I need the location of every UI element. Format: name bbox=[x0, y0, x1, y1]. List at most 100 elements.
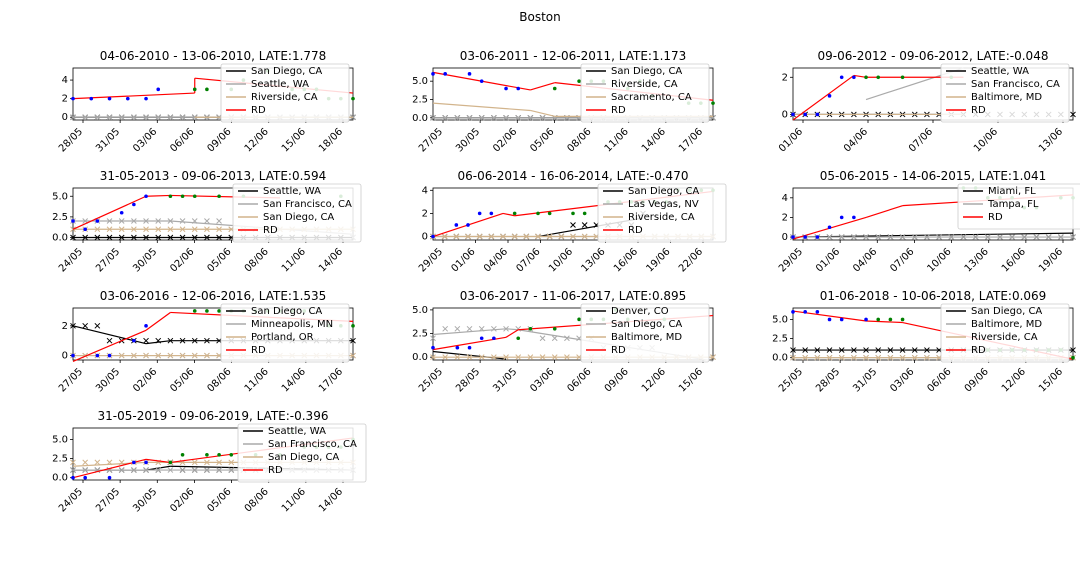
series-marker bbox=[1057, 234, 1064, 240]
x-tick-label: 10/06 bbox=[972, 126, 1000, 154]
series-line bbox=[145, 340, 171, 345]
pre-point bbox=[839, 317, 844, 322]
series-marker bbox=[441, 233, 448, 240]
chart-title: 03-06-2011 - 12-06-2011, LATE:1.173 bbox=[460, 49, 687, 63]
series-marker bbox=[863, 354, 869, 361]
post-point bbox=[512, 211, 517, 216]
series-marker bbox=[179, 114, 186, 121]
series-marker bbox=[191, 226, 198, 233]
y-tick-label: 2.5 bbox=[412, 329, 428, 340]
y-tick-label: 0 bbox=[782, 109, 788, 120]
x-tick-label: 02/06 bbox=[131, 366, 159, 394]
post-point bbox=[192, 309, 197, 313]
legend-label: Riverside, CA bbox=[971, 332, 1038, 343]
series-marker bbox=[82, 467, 89, 473]
legend bbox=[940, 303, 1070, 363]
y-tick-label: 0.0 bbox=[412, 352, 428, 363]
pre-point bbox=[107, 96, 112, 101]
pre-point bbox=[827, 94, 832, 98]
series-marker bbox=[814, 354, 821, 361]
legend bbox=[940, 63, 1070, 123]
y-tick-label: 0.0 bbox=[52, 233, 68, 244]
series-marker bbox=[875, 234, 882, 240]
series-marker bbox=[179, 467, 186, 473]
legend-label: Seattle, WA bbox=[971, 66, 1029, 77]
series-marker bbox=[887, 354, 894, 361]
post-point bbox=[192, 194, 197, 199]
series-line bbox=[505, 329, 519, 338]
x-tick-label: 27/05 bbox=[57, 366, 85, 394]
chart-title: 03-06-2017 - 11-06-2017, LATE:0.895 bbox=[460, 289, 687, 303]
legend-label: Denver, CO bbox=[611, 306, 669, 317]
legend-label: RD bbox=[251, 105, 266, 116]
pre-point bbox=[516, 86, 521, 91]
series-marker bbox=[167, 226, 174, 233]
series-marker bbox=[94, 114, 101, 121]
post-point bbox=[876, 75, 881, 80]
y-tick-label: 5.0 bbox=[772, 314, 788, 325]
x-tick-label: 12/06 bbox=[243, 126, 271, 154]
series-marker bbox=[155, 226, 162, 233]
pre-point bbox=[489, 211, 494, 216]
series-marker bbox=[70, 459, 76, 466]
series-marker bbox=[478, 325, 485, 332]
series-marker bbox=[155, 114, 162, 121]
series-marker bbox=[826, 354, 833, 361]
series-marker bbox=[863, 234, 869, 240]
x-tick-label: 14/06 bbox=[640, 126, 668, 154]
series-marker bbox=[960, 234, 967, 240]
series-marker bbox=[851, 347, 857, 353]
pre-point bbox=[827, 317, 832, 322]
series-marker bbox=[503, 325, 509, 332]
x-tick-label: 24/05 bbox=[57, 246, 85, 274]
series-marker bbox=[191, 114, 198, 121]
series-line bbox=[72, 195, 147, 230]
series-marker bbox=[826, 347, 833, 353]
series-marker bbox=[911, 354, 918, 361]
y-tick-label: 2 bbox=[782, 72, 788, 83]
series-marker bbox=[94, 234, 101, 241]
series-marker bbox=[179, 218, 186, 224]
chart-5: 06-06-2014 - 16-06-2014, LATE:-0.470 0 2 4 2… bbox=[417, 169, 727, 275]
pre-point bbox=[504, 86, 508, 91]
pre-point bbox=[803, 235, 807, 239]
y-tick-label: 0 bbox=[62, 112, 68, 123]
post-point bbox=[229, 452, 234, 457]
chart-title: 05-06-2015 - 14-06-2015, LATE:1.041 bbox=[820, 169, 1047, 183]
series-marker bbox=[204, 459, 210, 466]
x-tick-label: 15/06 bbox=[280, 126, 308, 154]
legend-label: San Diego, CA bbox=[251, 306, 322, 317]
x-tick-label: 08/06 bbox=[243, 246, 271, 274]
series-marker bbox=[491, 325, 497, 332]
x-tick-label: 09/06 bbox=[603, 366, 631, 394]
x-tick-label: 10/06 bbox=[926, 246, 954, 274]
series-marker bbox=[70, 114, 76, 121]
series-marker bbox=[430, 335, 436, 342]
post-point bbox=[552, 86, 557, 91]
series-marker bbox=[527, 114, 534, 121]
series-marker bbox=[924, 234, 930, 240]
series-marker bbox=[1045, 234, 1052, 240]
series-line bbox=[72, 329, 147, 363]
pre-point bbox=[71, 353, 75, 358]
series-marker bbox=[581, 233, 588, 240]
series-marker bbox=[167, 352, 174, 359]
series-marker bbox=[924, 347, 930, 353]
x-tick-label: 07/06 bbox=[907, 126, 935, 154]
x-tick-label: 08/06 bbox=[206, 366, 234, 394]
pre-point bbox=[791, 112, 795, 117]
post-point bbox=[217, 194, 221, 199]
pre-point bbox=[852, 75, 856, 80]
series-marker bbox=[863, 347, 869, 353]
y-tick-label: 0.0 bbox=[772, 353, 788, 364]
x-tick-label: 14/06 bbox=[317, 246, 345, 274]
x-tick-label: 05/06 bbox=[206, 486, 234, 514]
post-point bbox=[900, 75, 905, 80]
series-marker bbox=[527, 354, 534, 361]
series-marker bbox=[350, 352, 356, 359]
pre-point bbox=[125, 96, 130, 101]
post-point bbox=[205, 309, 209, 313]
x-tick-label: 28/05 bbox=[57, 126, 85, 154]
x-tick-label: 17/06 bbox=[677, 126, 705, 154]
series-marker bbox=[155, 337, 162, 344]
